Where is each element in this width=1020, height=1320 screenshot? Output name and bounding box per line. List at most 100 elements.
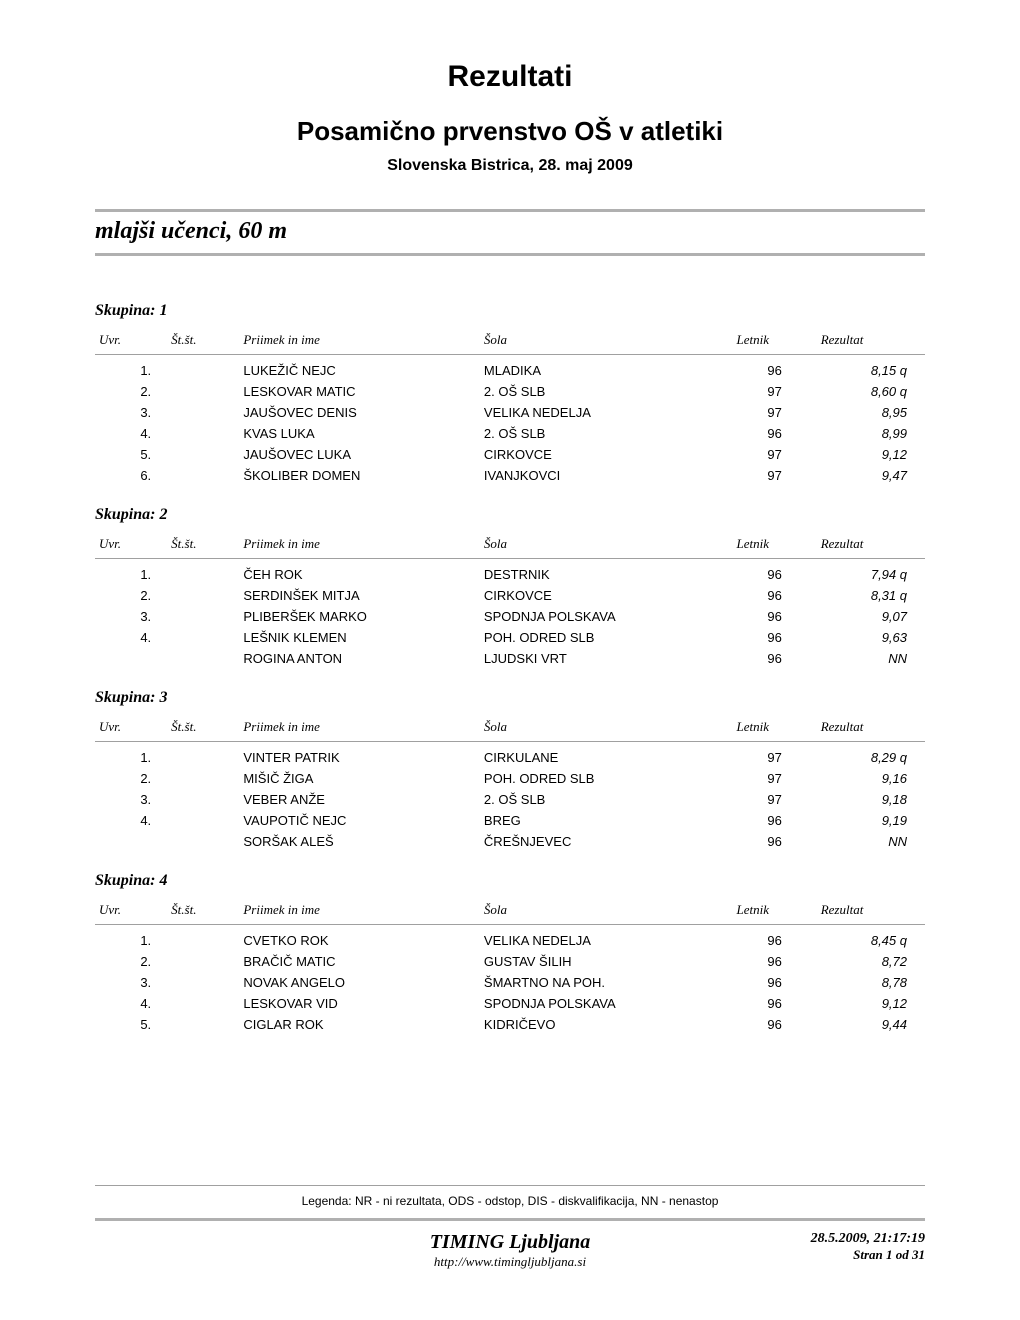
cell-uvr: 4. (95, 423, 167, 444)
table-row: 4.KVAS LUKA2. OŠ SLB968,99 (95, 423, 925, 444)
cell-result: 8,15 q (817, 355, 925, 382)
cell-stst (167, 381, 239, 402)
table-row: 2.MIŠIČ ŽIGAPOH. ODRED SLB979,16 (95, 768, 925, 789)
cell-year: 96 (733, 972, 817, 993)
cell-result: 8,72 (817, 951, 925, 972)
table-row: 3.JAUŠOVEC DENISVELIKA NEDELJA978,95 (95, 402, 925, 423)
cell-stst (167, 742, 239, 769)
groups-container: Skupina: 1Uvr.Št.št.Priimek in imeŠolaLe… (95, 302, 925, 1035)
cell-year: 97 (733, 465, 817, 486)
title-main: Rezultati (95, 60, 925, 94)
col-header-name: Priimek in ime (239, 896, 480, 925)
cell-result: NN (817, 648, 925, 669)
col-header-name: Priimek in ime (239, 713, 480, 742)
footer-org: TIMING Ljubljana (295, 1231, 725, 1254)
table-row: 2.LESKOVAR MATIC2. OŠ SLB978,60 q (95, 381, 925, 402)
cell-school: GUSTAV ŠILIH (480, 951, 733, 972)
legend-text: Legenda: NR - ni rezultata, ODS - odstop… (95, 1186, 925, 1218)
col-header-school: Šola (480, 896, 733, 925)
cell-result: 8,95 (817, 402, 925, 423)
results-table: Uvr.Št.št.Priimek in imeŠolaLetnikRezult… (95, 896, 925, 1035)
cell-result: 9,63 (817, 627, 925, 648)
cell-uvr: 6. (95, 465, 167, 486)
cell-stst (167, 951, 239, 972)
cell-name: ROGINA ANTON (239, 648, 480, 669)
col-header-name: Priimek in ime (239, 326, 480, 355)
cell-uvr (95, 831, 167, 852)
cell-name: VINTER PATRIK (239, 742, 480, 769)
cell-year: 97 (733, 742, 817, 769)
results-table: Uvr.Št.št.Priimek in imeŠolaLetnikRezult… (95, 530, 925, 669)
cell-school: 2. OŠ SLB (480, 789, 733, 810)
cell-uvr: 2. (95, 768, 167, 789)
table-row: 4.LESKOVAR VIDSPODNJA POLSKAVA969,12 (95, 993, 925, 1014)
col-header-result: Rezultat (817, 326, 925, 355)
event-title: mlajši učenci, 60 m (95, 212, 925, 253)
cell-name: LUKEŽIČ NEJC (239, 355, 480, 382)
footer-timestamp: 28.5.2009, 21:17:19 (725, 1231, 925, 1247)
cell-name: LESKOVAR MATIC (239, 381, 480, 402)
cell-stst (167, 559, 239, 586)
cell-uvr: 4. (95, 993, 167, 1014)
col-header-stst: Št.št. (167, 326, 239, 355)
table-row: 1.LUKEŽIČ NEJCMLADIKA968,15 q (95, 355, 925, 382)
col-header-stst: Št.št. (167, 530, 239, 559)
table-row: 6.ŠKOLIBER DOMENIVANJKOVCI979,47 (95, 465, 925, 486)
cell-year: 96 (733, 951, 817, 972)
cell-school: CIRKULANE (480, 742, 733, 769)
col-header-school: Šola (480, 713, 733, 742)
cell-stst (167, 402, 239, 423)
table-row: 5.JAUŠOVEC LUKACIRKOVCE979,12 (95, 444, 925, 465)
table-row: 2.SERDINŠEK MITJACIRKOVCE968,31 q (95, 585, 925, 606)
group-label: Skupina: 3 (95, 689, 925, 707)
cell-school: LJUDSKI VRT (480, 648, 733, 669)
cell-school: ŠMARTNO NA POH. (480, 972, 733, 993)
cell-stst (167, 768, 239, 789)
cell-year: 96 (733, 423, 817, 444)
col-header-result: Rezultat (817, 530, 925, 559)
cell-name: LESKOVAR VID (239, 993, 480, 1014)
cell-name: JAUŠOVEC LUKA (239, 444, 480, 465)
col-header-uvr: Uvr. (95, 713, 167, 742)
cell-stst (167, 585, 239, 606)
cell-stst (167, 972, 239, 993)
table-row: 3.PLIBERŠEK MARKOSPODNJA POLSKAVA969,07 (95, 606, 925, 627)
cell-result: 9,44 (817, 1014, 925, 1035)
col-header-stst: Št.št. (167, 713, 239, 742)
cell-uvr: 5. (95, 444, 167, 465)
cell-school: POH. ODRED SLB (480, 627, 733, 648)
col-header-year: Letnik (733, 530, 817, 559)
cell-name: BRAČIČ MATIC (239, 951, 480, 972)
page-footer-block: Legenda: NR - ni rezultata, ODS - odstop… (95, 1185, 925, 1270)
table-row: SORŠAK ALEŠČREŠNJEVEC96NN (95, 831, 925, 852)
cell-stst (167, 606, 239, 627)
table-row: 1.VINTER PATRIKCIRKULANE978,29 q (95, 742, 925, 769)
results-table: Uvr.Št.št.Priimek in imeŠolaLetnikRezult… (95, 326, 925, 486)
cell-year: 97 (733, 789, 817, 810)
cell-year: 97 (733, 768, 817, 789)
cell-school: CIRKOVCE (480, 585, 733, 606)
cell-uvr: 2. (95, 951, 167, 972)
cell-school: SPODNJA POLSKAVA (480, 993, 733, 1014)
cell-school: DESTRNIK (480, 559, 733, 586)
cell-uvr: 4. (95, 627, 167, 648)
cell-school: VELIKA NEDELJA (480, 402, 733, 423)
cell-year: 96 (733, 585, 817, 606)
cell-year: 96 (733, 559, 817, 586)
cell-school: 2. OŠ SLB (480, 423, 733, 444)
table-row: 1.CVETKO ROKVELIKA NEDELJA968,45 q (95, 925, 925, 952)
cell-school: CIRKOVCE (480, 444, 733, 465)
cell-result: 8,31 q (817, 585, 925, 606)
cell-year: 96 (733, 355, 817, 382)
cell-stst (167, 1014, 239, 1035)
footer-url: http://www.timingljubljana.si (295, 1254, 725, 1270)
cell-name: VAUPOTIČ NEJC (239, 810, 480, 831)
cell-uvr: 5. (95, 1014, 167, 1035)
cell-name: MIŠIČ ŽIGA (239, 768, 480, 789)
cell-uvr: 1. (95, 925, 167, 952)
cell-school: SPODNJA POLSKAVA (480, 606, 733, 627)
cell-uvr: 3. (95, 789, 167, 810)
cell-year: 96 (733, 810, 817, 831)
col-header-result: Rezultat (817, 713, 925, 742)
cell-stst (167, 648, 239, 669)
